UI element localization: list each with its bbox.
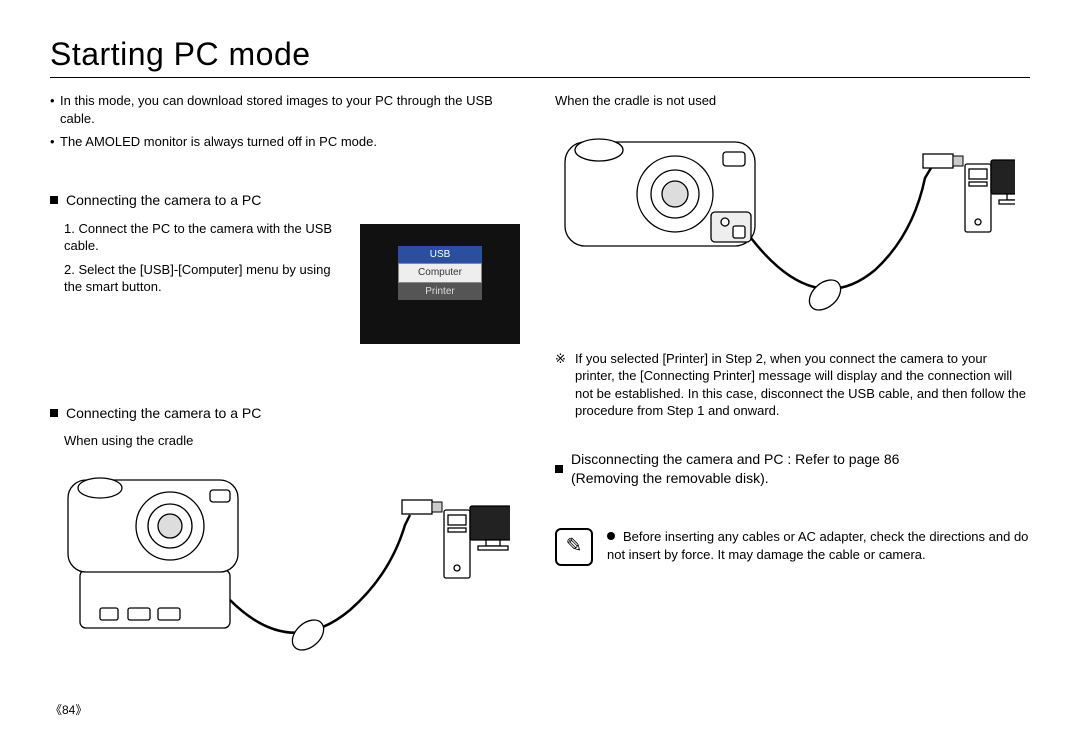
caution-box: ✎ Before inserting any cables or AC adap… bbox=[555, 528, 1030, 566]
usb-menu-title: USB bbox=[398, 246, 482, 264]
disconnect-line-1: Disconnecting the camera and PC : Refer … bbox=[571, 450, 899, 469]
page-title: Starting PC mode bbox=[50, 36, 1030, 78]
page-number: 《84》 bbox=[50, 701, 87, 718]
pencil-note-icon: ✎ bbox=[555, 528, 593, 566]
section-connecting-2: Connecting the camera to a PC bbox=[50, 404, 525, 423]
when-using-cradle-label: When using the cradle bbox=[64, 432, 525, 450]
camera-screen-mock: USB Computer Printer bbox=[360, 224, 520, 344]
square-bullet-icon bbox=[50, 196, 58, 204]
disconnect-line-2: (Removing the removable disk). bbox=[571, 469, 899, 488]
section-disconnecting: Disconnecting the camera and PC : Refer … bbox=[555, 450, 1030, 488]
section-connecting-1: Connecting the camera to a PC bbox=[50, 191, 525, 210]
bullet-dot: • bbox=[50, 92, 60, 127]
usb-menu-selected: Computer bbox=[398, 263, 482, 283]
printer-note-text: If you selected [Printer] in Step 2, whe… bbox=[575, 350, 1030, 420]
square-bullet-icon bbox=[555, 465, 563, 473]
caution-text: Before inserting any cables or AC adapte… bbox=[607, 529, 1028, 562]
step-1: 1. Connect the PC to the camera with the… bbox=[64, 220, 344, 255]
printer-note: ※ If you selected [Printer] in Step 2, w… bbox=[555, 350, 1030, 420]
bullet-dot: • bbox=[50, 133, 60, 151]
intro-bullets: • In this mode, you can download stored … bbox=[50, 92, 525, 151]
left-column: • In this mode, you can download stored … bbox=[50, 92, 525, 690]
section-label: Connecting the camera to a PC bbox=[66, 404, 261, 423]
steps-list: 1. Connect the PC to the camera with the… bbox=[64, 220, 344, 296]
bullet-dot-icon bbox=[607, 532, 615, 540]
intro-bullet-1: In this mode, you can download stored im… bbox=[60, 92, 525, 127]
right-column: When the cradle is not used bbox=[555, 92, 1030, 690]
when-no-cradle-label: When the cradle is not used bbox=[555, 92, 1030, 110]
intro-bullet-2: The AMOLED monitor is always turned off … bbox=[60, 133, 377, 151]
illustration-no-cradle bbox=[555, 120, 1030, 330]
section-label: Connecting the camera to a PC bbox=[66, 191, 261, 210]
step-2: 2. Select the [USB]-[Computer] menu by u… bbox=[64, 261, 344, 296]
square-bullet-icon bbox=[50, 409, 58, 417]
reference-mark-icon: ※ bbox=[555, 350, 575, 420]
illustration-cradle bbox=[50, 460, 525, 670]
usb-menu-option: Printer bbox=[398, 283, 482, 301]
